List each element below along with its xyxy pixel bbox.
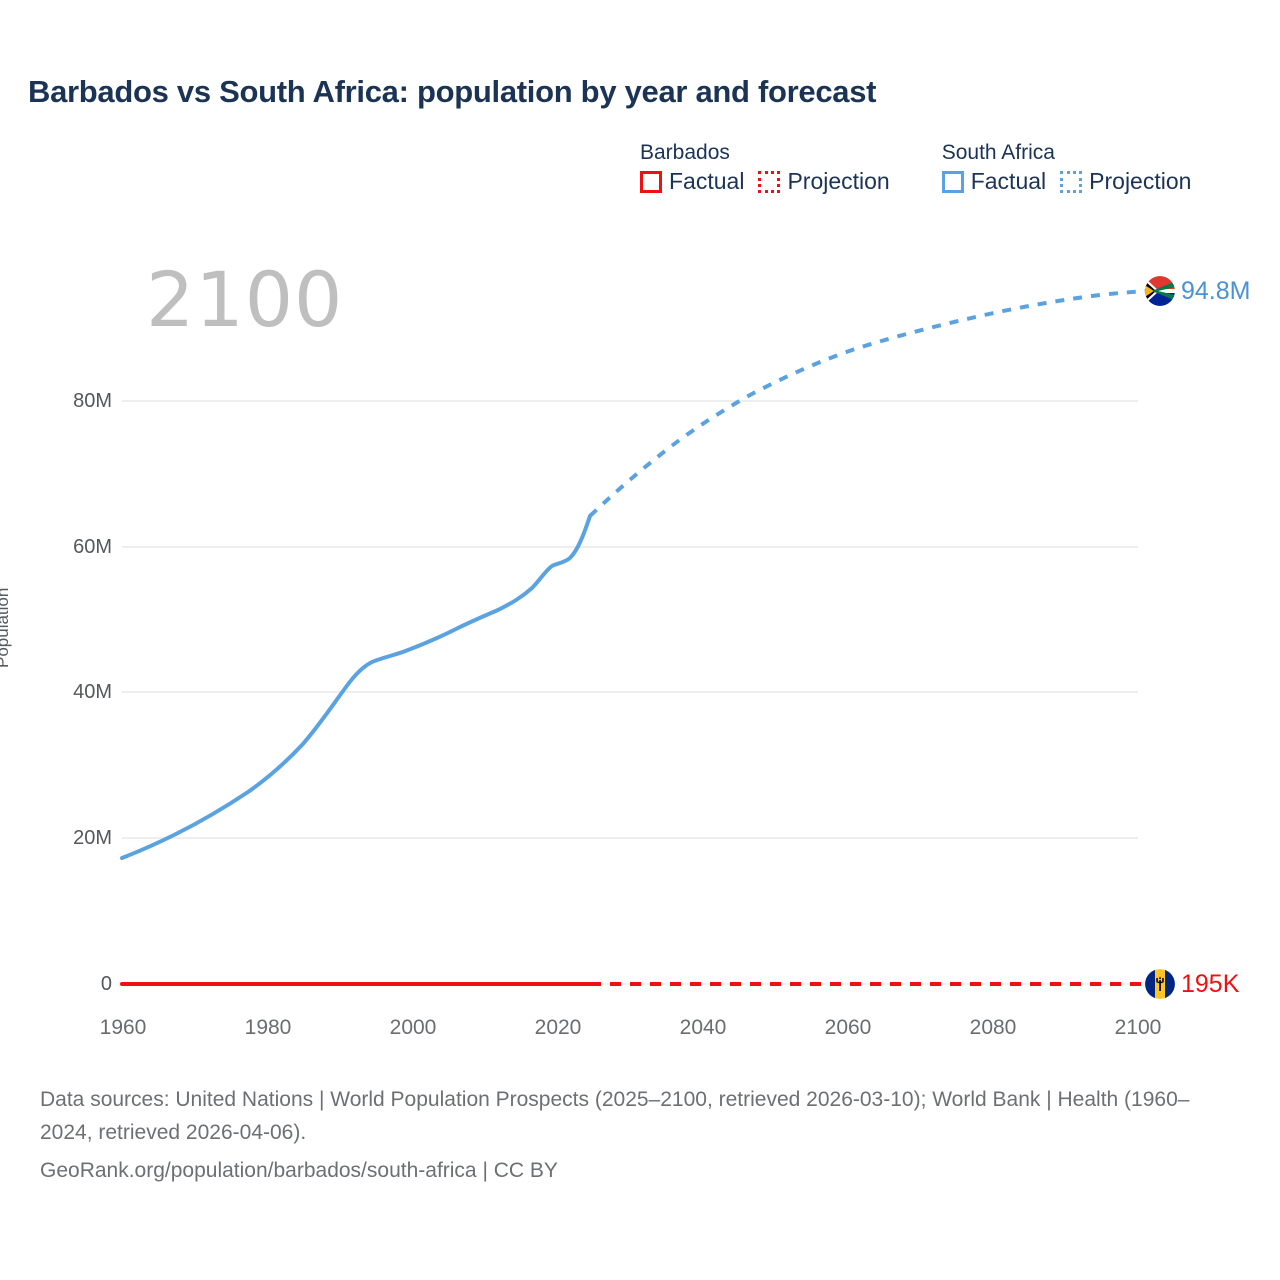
legend-swatch-dotted-blue-icon [1060,170,1083,193]
footer-attribution[interactable]: GeoRank.org/population/barbados/south-af… [40,1159,558,1183]
x-tick-2000: 2000 [389,1016,437,1039]
legend-swatch-dotted-red-icon [758,170,781,193]
legend-item-south-africa-projection[interactable]: Projection [1060,170,1191,193]
end-label-barbados: 195K [1145,969,1239,999]
legend-group-title-south-africa: South Africa [941,141,1055,164]
year-watermark: 2100 [146,255,344,344]
legend-item-barbados-projection[interactable]: Projection [758,168,890,194]
chart-footer: Data sources: United Nations | World Pop… [40,1084,1240,1188]
y-tick-0: 0 [100,973,112,995]
y-tick-60m: 60M [73,536,112,558]
barbados-flag-icon [1145,969,1175,999]
series-south-africa-factual [120,514,592,860]
legend-swatch-solid-blue-icon [941,170,964,193]
chart-legend: Barbados Factual Projection South Africa… [640,142,1191,193]
y-tick-20m: 20M [73,827,112,849]
y-tick-40m: 40M [73,681,112,703]
footer-sources: Data sources: United Nations | World Pop… [40,1088,1190,1144]
legend-item-south-africa-factual[interactable]: Factual [941,168,1047,194]
legend-group-title-barbados: Barbados [640,141,730,164]
legend-group-barbados: Barbados Factual Projection [640,142,890,193]
end-label-south-africa: 94.8M [1145,276,1250,306]
legend-label-south-africa-factual: Factual [970,168,1047,194]
legend-swatch-solid-red-icon [640,170,662,193]
legend-label-barbados-projection: Projection [787,168,890,194]
x-tick-2020: 2020 [534,1016,582,1039]
legend-group-south-africa: South Africa Factual Projection [941,141,1191,194]
end-value-south-africa: 94.8M [1181,276,1251,305]
x-tick-2080: 2080 [969,1016,1017,1039]
series-south-africa-projection [588,289,1147,518]
y-axis-title: Population [0,587,12,668]
end-value-barbados: 195K [1181,969,1240,998]
x-tick-1980: 1980 [244,1016,292,1039]
x-tick-2060: 2060 [824,1016,872,1039]
gridlines [122,400,1138,985]
x-tick-2100: 2100 [1114,1016,1162,1039]
legend-label-south-africa-projection: Projection [1089,168,1192,194]
south-africa-flag-icon [1145,276,1175,306]
x-tick-2040: 2040 [679,1016,727,1039]
y-tick-80m: 80M [73,390,112,412]
page-title: Barbados vs South Africa: population by … [28,74,877,109]
legend-item-barbados-factual[interactable]: Factual [640,170,744,193]
legend-label-barbados-factual: Factual [669,168,745,194]
x-tick-1960: 1960 [99,1016,147,1039]
